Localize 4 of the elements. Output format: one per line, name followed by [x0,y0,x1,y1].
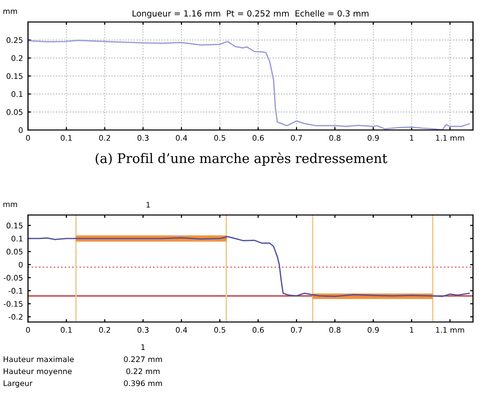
line-series [28,236,470,298]
chart-title: Longueur = 1.16 mm Pt = 0.252 mm Echelle = 0.3 mm [132,10,368,18]
text: (a) Profil d’une marche après redressement [96,152,388,166]
line-series [28,40,470,130]
